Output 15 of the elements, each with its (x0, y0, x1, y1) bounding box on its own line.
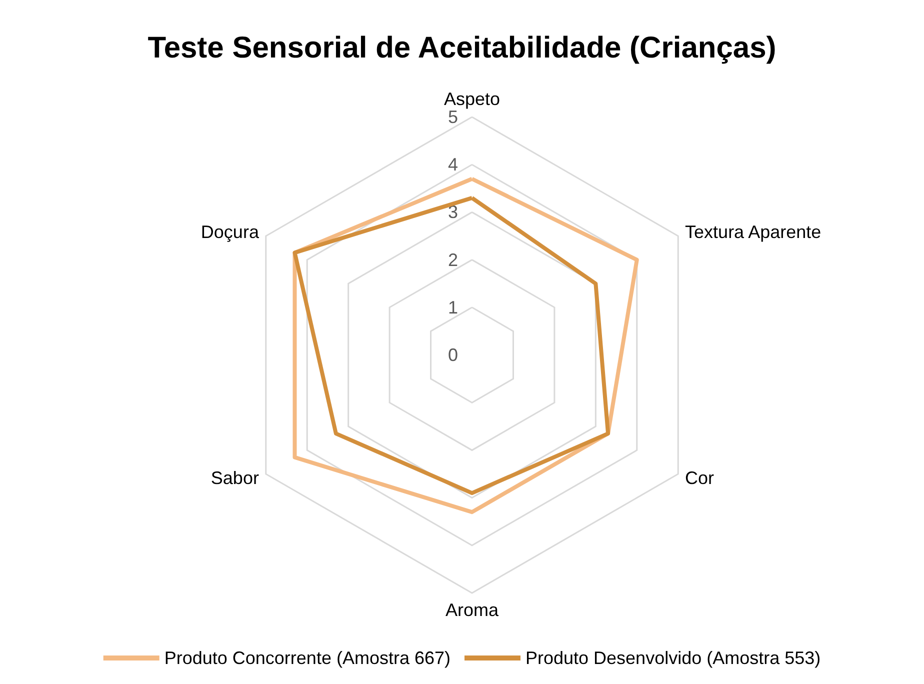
spoke-label: Aspeto (444, 89, 500, 110)
legend-label: Produto Concorrente (Amostra 667) (164, 648, 450, 668)
y-tick-label: 1 (448, 297, 458, 318)
y-tick-label: 5 (448, 107, 458, 127)
spoke-label: Doçura (200, 222, 260, 242)
spoke-label: Cor (685, 468, 714, 488)
chart-title: Teste Sensorial de Aceitabilidade (Crianças) (148, 32, 776, 64)
spoke-label: Sabor (210, 468, 259, 488)
spoke-label: Textura Aparente (685, 222, 822, 242)
y-tick-label: 4 (448, 154, 458, 175)
y-tick-label: 2 (448, 250, 458, 270)
spoke-label: Aroma (445, 600, 500, 620)
y-tick-label: 0 (448, 345, 458, 365)
y-tick-label: 3 (448, 202, 458, 222)
legend-label: Produto Desenvolvido (Amostra 553) (525, 648, 821, 668)
